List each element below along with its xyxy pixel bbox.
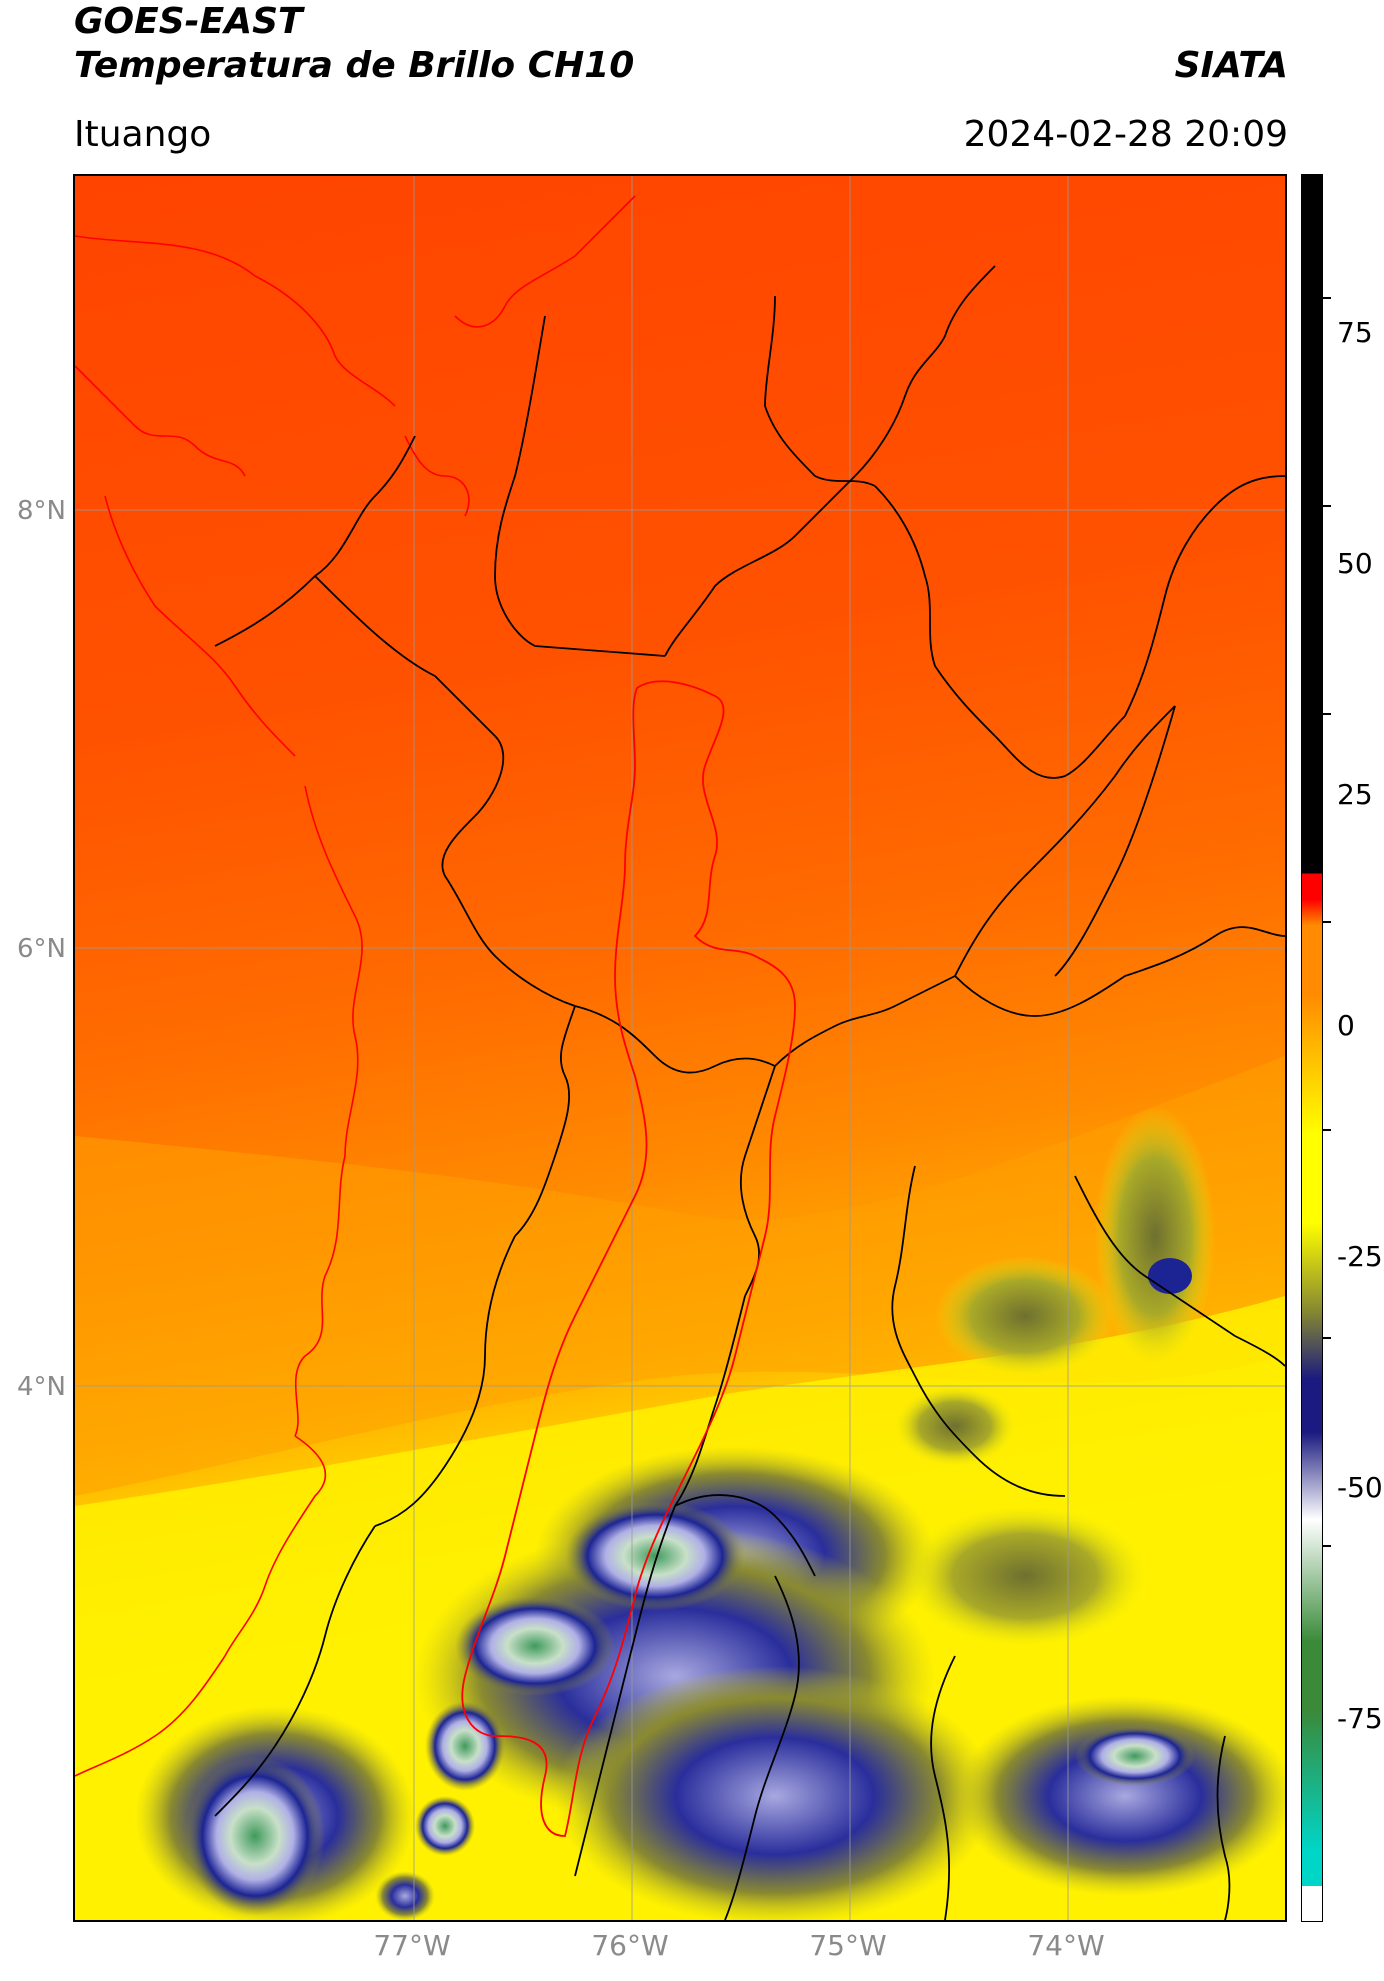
boundary-risaralda (514, 1005, 576, 1237)
cloud-east-core (1148, 1258, 1192, 1294)
map-panel[interactable] (73, 174, 1287, 1922)
colorbar-label-25: 25 (1337, 778, 1373, 811)
cloud-green-spot-2 (415, 1796, 475, 1856)
lat-label-8n: 8°N (17, 496, 66, 526)
colorbar-tick (1323, 297, 1331, 299)
colorbar-tick (1323, 713, 1331, 715)
boundary-cordoba-east (664, 475, 856, 657)
boundary-quindio (674, 1295, 746, 1507)
boundary-caldas-north (954, 926, 1285, 1017)
ituango-basin-outline (461, 680, 796, 1837)
boundary-choco-north (214, 435, 416, 647)
cloud-mid-olive (935, 1256, 1115, 1376)
colorbar-label-75: 75 (1337, 316, 1373, 349)
region-label: Ituango (74, 114, 212, 155)
cloud-olive-band (895, 1386, 1015, 1466)
cloud-green-spot-1 (425, 1701, 505, 1791)
colorbar (1301, 174, 1323, 1922)
cloud-east-olive (1095, 1106, 1215, 1366)
colorbar-tick (1323, 1337, 1331, 1339)
boundary-santander-west (1054, 705, 1176, 977)
cloud-southeast-core (1075, 1726, 1195, 1786)
colorbar-label-0: 0 (1337, 1009, 1355, 1042)
cloud-center-core (565, 1501, 745, 1611)
cloud-southwest-core (185, 1756, 325, 1916)
boundary-tolima-south (724, 1575, 800, 1920)
boundary-bolivar-south (994, 715, 1126, 779)
lon-label-77w: 77°W (373, 1929, 451, 1962)
cloud-southeast (955, 1696, 1285, 1896)
coastline (75, 195, 636, 1777)
lat-label-4n: 4°N (17, 1372, 66, 1402)
colorbar-label-50: 50 (1337, 547, 1373, 580)
colorbar-label-minus50: -50 (1337, 1471, 1383, 1504)
colorbar-tick (1323, 1129, 1331, 1131)
boundary-cauca-west (214, 1525, 376, 1817)
graticule (75, 176, 1285, 1920)
lon-label-75w: 75°W (809, 1929, 887, 1962)
lat-label-6n: 6°N (17, 934, 66, 964)
colorbar-tick (1323, 505, 1331, 507)
datetime-label: 2024-02-28 20:09 (963, 114, 1288, 155)
boundary-cauca-north (674, 1494, 816, 1577)
boundary-antioquia-south-east (774, 975, 956, 1067)
boundary-huila (574, 1505, 676, 1877)
boundary-sucre (854, 265, 996, 477)
boundary-bolivar (874, 485, 996, 737)
cloud-south-center (555, 1666, 995, 1920)
boundary-cundinamarca-west (891, 1165, 916, 1377)
brightness-temperature-map[interactable] (75, 176, 1285, 1920)
title-product: Temperatura de Brillo CH10 (74, 45, 635, 86)
colorbar-tick (1323, 1545, 1331, 1547)
boundary-meta (930, 1655, 956, 1920)
boundary-antioquia-east (954, 705, 1176, 977)
colorbar-tick (1323, 921, 1331, 923)
admin-boundaries (214, 265, 1285, 1920)
boundary-valle (374, 1235, 516, 1527)
title-satellite: GOES-EAST (74, 1, 303, 42)
colorbar-label-minus75: -75 (1337, 1702, 1383, 1735)
boundary-cordoba (494, 315, 666, 657)
cloud-small-south (375, 1871, 435, 1920)
boundary-tolima-north (914, 1375, 1066, 1497)
boundary-bolivar-west (764, 295, 876, 487)
cloud-olive-east (905, 1506, 1145, 1646)
boundary-boyaca (1074, 1175, 1285, 1367)
cloud-west-core (455, 1596, 615, 1696)
lon-label-74w: 74°W (1027, 1929, 1105, 1962)
boundary-casanare (1216, 1735, 1231, 1920)
lon-label-76w: 76°W (591, 1929, 669, 1962)
colorbar-label-minus25: -25 (1337, 1240, 1383, 1273)
boundary-santander-north (1124, 475, 1285, 717)
organization-label: SIATA (1174, 45, 1288, 86)
boundary-antioquia-south-west (441, 815, 576, 1007)
boundary-antioquia-west (314, 575, 505, 817)
